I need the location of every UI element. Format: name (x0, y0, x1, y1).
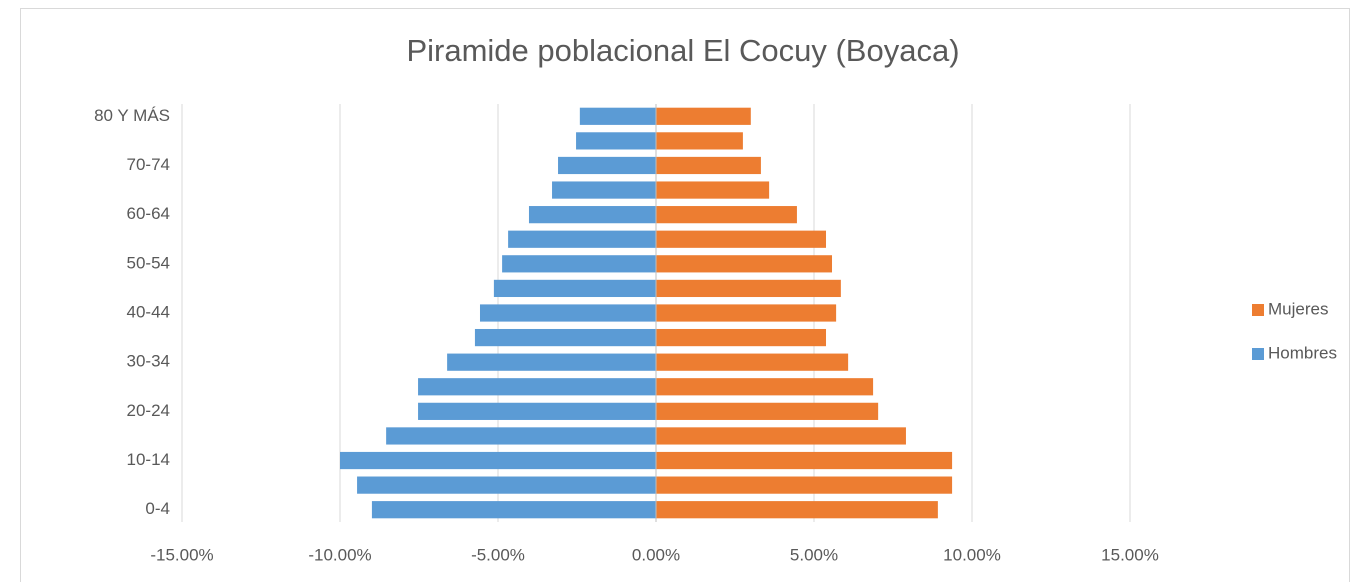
bar (576, 132, 656, 150)
bar (656, 451, 953, 470)
x-tick-label: -5.00% (471, 545, 525, 564)
x-tick-label: 5.00% (790, 545, 838, 564)
bar (656, 353, 849, 371)
bar (656, 304, 837, 322)
y-tick-label: 20-24 (127, 401, 170, 420)
y-tick-label: 0-4 (145, 499, 170, 518)
bar (508, 230, 656, 248)
bar (552, 181, 656, 199)
x-tick-label: 0.00% (632, 545, 680, 564)
y-tick-label: 70-74 (127, 155, 170, 174)
bar (418, 378, 656, 396)
bar (656, 427, 906, 445)
bar (656, 255, 833, 273)
x-tick-label: 10.00% (943, 545, 1001, 564)
y-tick-label: 50-54 (127, 253, 170, 272)
x-tick-label: 15.00% (1101, 545, 1159, 564)
bar (447, 353, 656, 371)
bar (656, 328, 827, 347)
bar (502, 255, 656, 273)
legend-swatch (1252, 348, 1264, 360)
bar (493, 279, 656, 298)
bar (528, 206, 656, 224)
bar (656, 476, 953, 494)
bar (418, 402, 656, 420)
bar (479, 304, 656, 322)
bar (386, 427, 656, 445)
y-tick-label: 10-14 (127, 450, 170, 469)
y-tick-label: 40-44 (127, 302, 170, 321)
y-tick-label: 80 Y MÁS (94, 106, 170, 125)
bar (357, 476, 656, 494)
bar (656, 132, 743, 150)
y-tick-label: 30-34 (127, 352, 170, 371)
x-tick-label: -15.00% (150, 545, 213, 564)
bar (474, 328, 656, 347)
chart-title: Piramide poblacional El Cocuy (Boyaca) (406, 33, 959, 68)
bar (558, 156, 656, 175)
legend-swatch (1252, 304, 1264, 316)
bar (656, 156, 761, 175)
bar (656, 378, 874, 396)
legend-label: Mujeres (1268, 299, 1328, 318)
bar (656, 206, 797, 224)
bar (656, 107, 751, 125)
legend-label: Hombres (1268, 343, 1337, 362)
bar (371, 501, 656, 519)
bar (656, 230, 827, 248)
bar (656, 279, 841, 298)
bar (656, 501, 938, 519)
bar (579, 107, 656, 125)
y-tick-label: 60-64 (127, 204, 170, 223)
bar (656, 181, 770, 199)
bar (340, 451, 656, 470)
bar (656, 402, 879, 420)
x-tick-label: -10.00% (308, 545, 371, 564)
